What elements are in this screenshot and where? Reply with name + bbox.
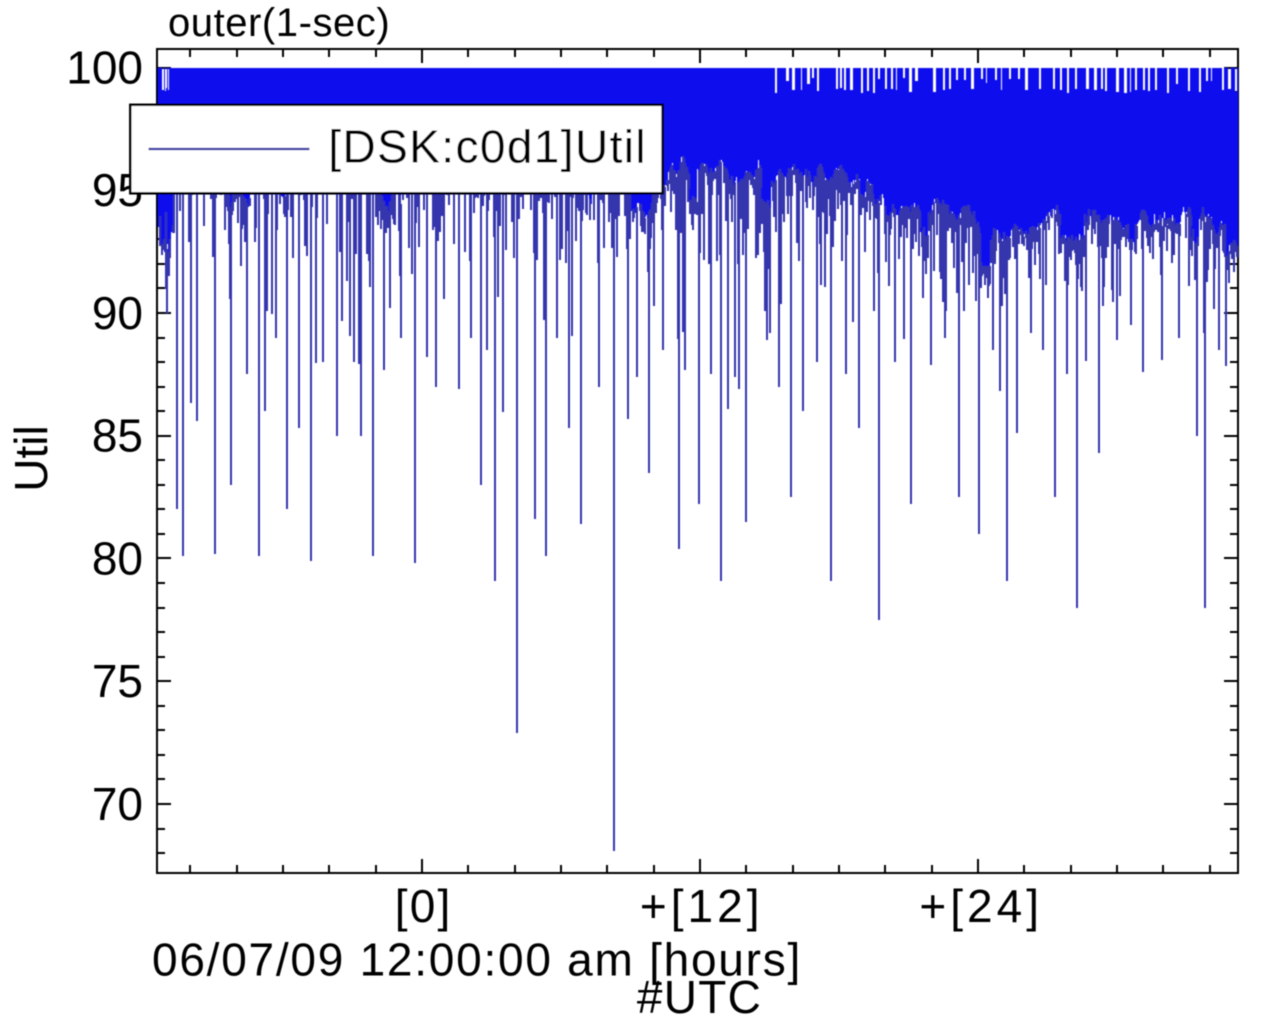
svg-text:100: 100 (66, 41, 143, 93)
svg-text:+[12]: +[12] (640, 880, 764, 932)
svg-text:Util: Util (5, 425, 57, 491)
svg-text:#UTC: #UTC (637, 971, 762, 1023)
svg-text:75: 75 (92, 655, 143, 707)
svg-text:[0]: [0] (395, 880, 453, 932)
svg-text:06/07/09 12:00:00 am [hours]: 06/07/09 12:00:00 am [hours] (152, 934, 802, 986)
svg-text:outer(1-sec): outer(1-sec) (168, 1, 390, 45)
svg-text:90: 90 (92, 287, 143, 339)
svg-text:70: 70 (92, 778, 143, 830)
svg-text:80: 80 (92, 532, 143, 584)
svg-text:85: 85 (92, 410, 143, 462)
svg-text:[DSK:c0d1]Util: [DSK:c0d1]Util (328, 121, 647, 173)
svg-text:+[24]: +[24] (919, 880, 1043, 932)
